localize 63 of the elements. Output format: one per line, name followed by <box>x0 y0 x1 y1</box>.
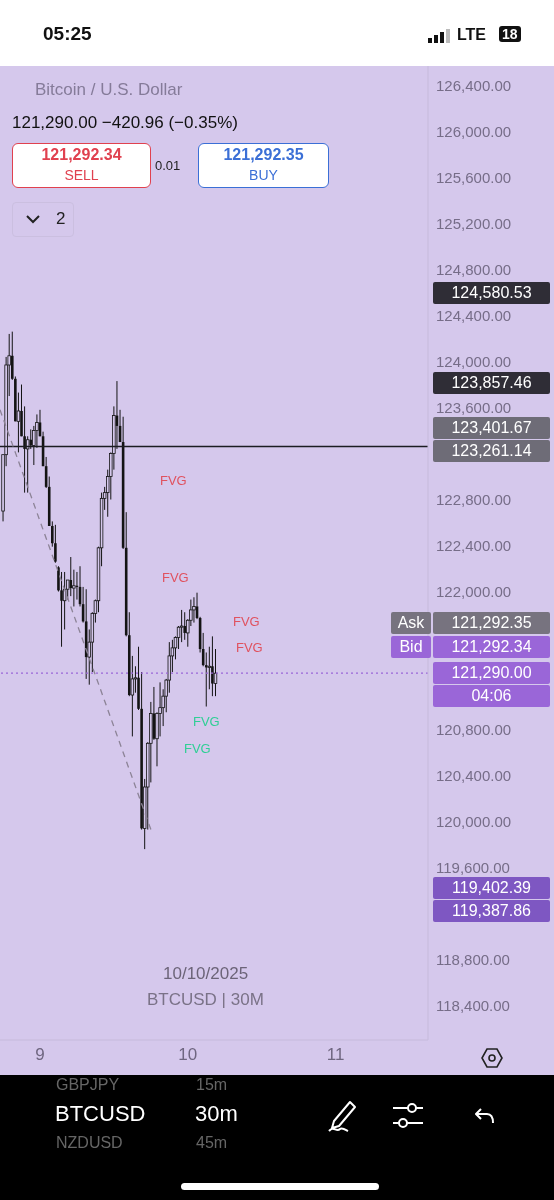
annotation: FVG <box>233 614 260 629</box>
annotation: 121,292.34 <box>40 146 123 164</box>
text: 18 <box>499 26 521 42</box>
annotation: FVG <box>184 741 211 756</box>
y-tick-label: 122,000.00 <box>436 582 512 600</box>
text: 121,292.34 <box>433 636 550 658</box>
candlestick <box>192 596 196 624</box>
annotation: BTCUSD | 30M <box>147 990 264 1010</box>
y-tick-label: 122,800.00 <box>436 490 512 508</box>
y-tick-label: 125,200.00 <box>436 214 512 232</box>
text: 15m <box>196 1076 228 1094</box>
y-tick-label: 118,400.00 <box>436 996 510 1014</box>
y-tick-label: 124,000.00 <box>436 352 512 370</box>
text: Bitcoin / U.S. Dollar <box>35 80 183 100</box>
text: 124,580.53 <box>433 282 550 304</box>
y-tick-label: 122,400.00 <box>436 536 512 554</box>
candlestick <box>183 611 187 641</box>
ref-line-label: 123,261.14 <box>433 440 550 462</box>
x-tick-label: 11 <box>326 1045 345 1065</box>
text: 30m <box>195 1101 238 1127</box>
y-tick-label: 125,600.00 <box>436 168 512 186</box>
y-tick-label: 126,000.00 <box>436 122 512 140</box>
y-tick-label: 124,800.00 <box>436 260 512 278</box>
y-tick-label: 126,400.00 <box>436 76 512 94</box>
text: 119,402.39 <box>433 877 550 899</box>
y-tick-label: 123,600.00 <box>436 398 512 416</box>
text: LTE <box>457 26 487 44</box>
annotation: 0.01 <box>155 158 181 173</box>
text: 123,857.46 <box>433 372 550 394</box>
candlestick <box>23 405 26 494</box>
y-tick-label: 124,400.00 <box>436 306 512 324</box>
y-tick-label: 120,800.00 <box>436 720 512 738</box>
annotation: FVG <box>160 473 187 488</box>
text: 119,387.86 <box>433 900 550 922</box>
annotation: 2 <box>56 209 66 229</box>
annotation: FVG <box>236 640 263 655</box>
y-tick-label: 120,400.00 <box>436 766 512 784</box>
text: 121,292.35 <box>433 612 550 634</box>
annotation: Ask <box>391 612 431 634</box>
annotation: FVG <box>193 714 220 729</box>
annotation: 121,292.35 <box>222 146 305 164</box>
annotation: SELL <box>63 167 100 183</box>
annotation: BUY <box>248 167 279 183</box>
text: 45m <box>196 1134 228 1152</box>
text: 123,401.67 <box>433 417 550 439</box>
candlestick <box>29 428 33 450</box>
annotation: 10/10/2025 <box>163 964 249 984</box>
y-tick-label: 119,600.00 <box>436 858 510 876</box>
ref-line-label: 121,290.00 <box>433 662 550 685</box>
x-tick-label: 9 <box>35 1045 45 1065</box>
candlestick <box>211 635 214 697</box>
text: 05:25 <box>43 23 92 45</box>
text: BTCUSD <box>55 1101 146 1127</box>
y-tick-label: 118,800.00 <box>436 950 510 968</box>
text: 04:06 <box>433 685 550 707</box>
text: GBPJPY <box>56 1076 120 1094</box>
y-tick-label: 120,000.00 <box>436 812 512 830</box>
text: 121,290.00 −420.96 (−0.35%) <box>12 113 238 133</box>
text: NZDUSD <box>56 1134 123 1152</box>
annotation: FVG <box>162 570 189 585</box>
annotation: Bid <box>391 636 431 658</box>
x-tick-label: 10 <box>178 1045 198 1065</box>
candlestick <box>54 524 57 564</box>
